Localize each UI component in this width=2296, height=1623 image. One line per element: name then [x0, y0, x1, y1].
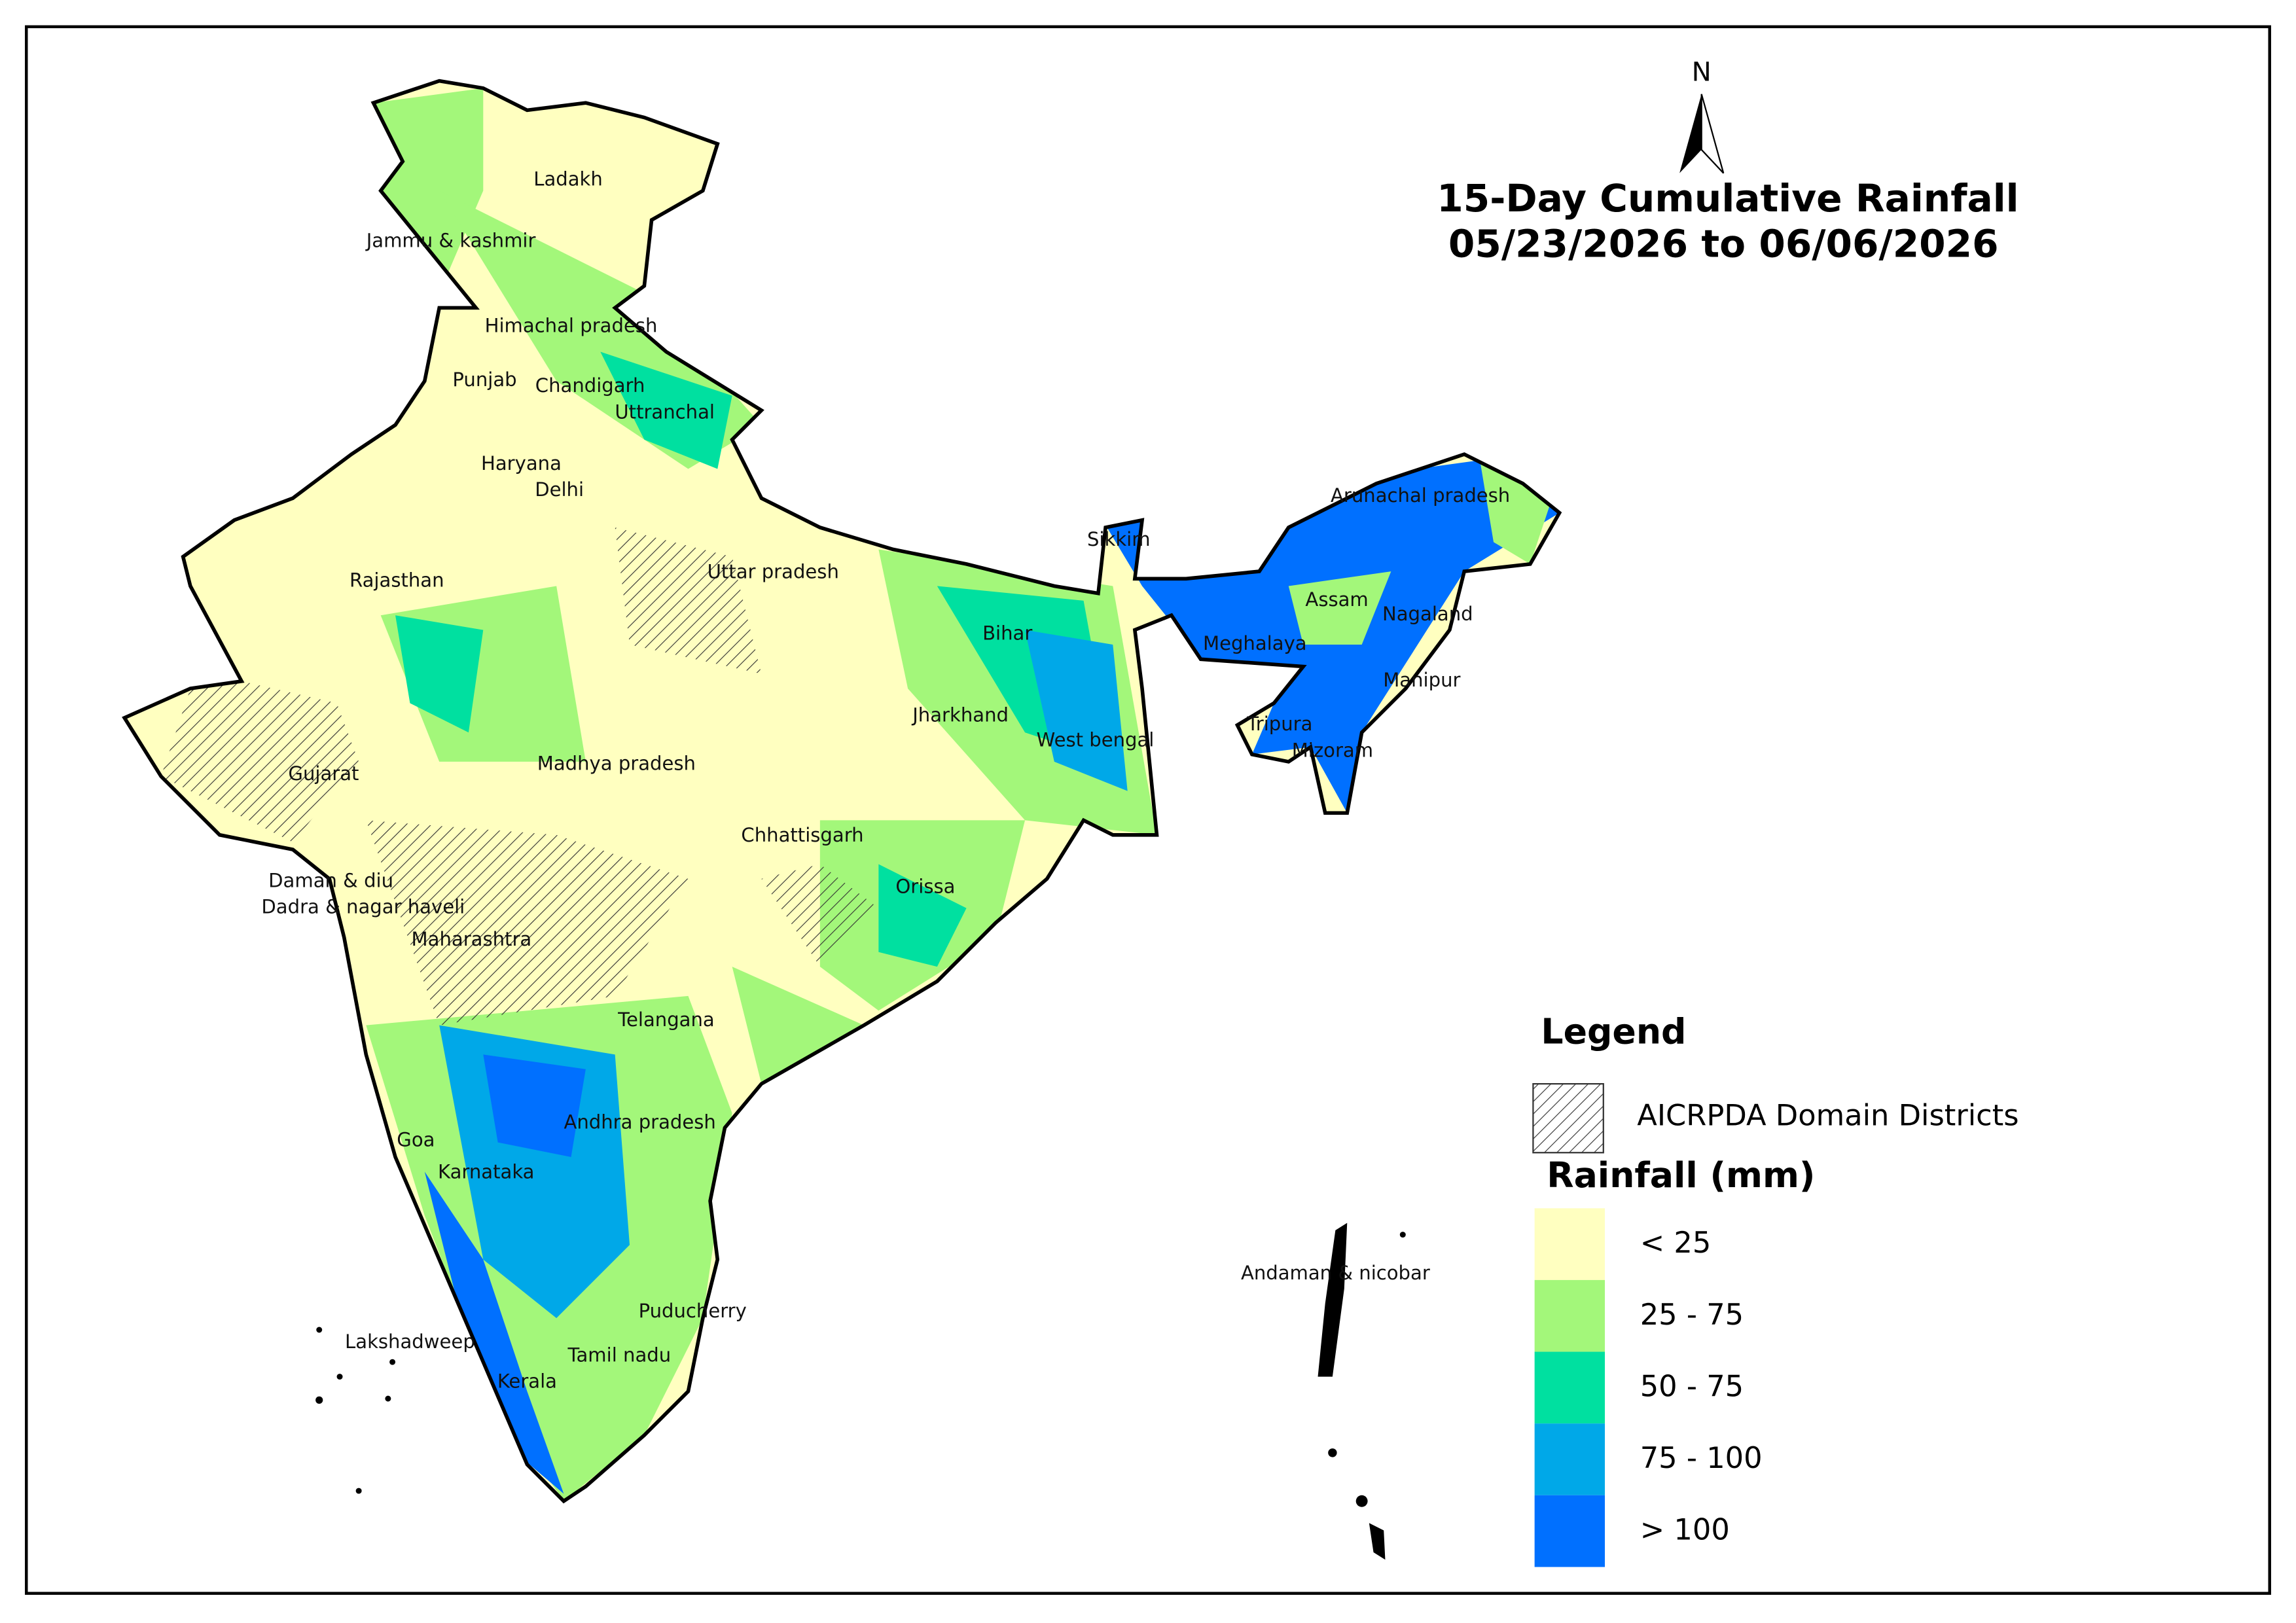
- legend-swatch: [1534, 1351, 1605, 1424]
- state-label: Goa: [397, 1128, 435, 1150]
- rain-patch: [732, 967, 864, 1084]
- state-label: Chandigarh: [535, 374, 645, 397]
- state-label: Tamil nadu: [567, 1344, 672, 1366]
- state-label: Orissa: [895, 875, 955, 897]
- state-label: Kerala: [497, 1370, 557, 1393]
- legend-label: AICRPDA Domain Districts: [1637, 1098, 2018, 1133]
- title: 15-Day Cumulative Rainfall: [1437, 176, 2018, 221]
- legend-label: < 25: [1640, 1225, 1712, 1260]
- state-label: Jammu & kashmir: [365, 230, 536, 252]
- state-label: Lakshadweep: [345, 1330, 475, 1353]
- state-label: Gujarat: [288, 762, 359, 785]
- rain-patch: [373, 88, 484, 294]
- islands: [315, 1222, 1406, 1560]
- domain-districts: [161, 527, 879, 1026]
- state-label: Manipur: [1383, 669, 1460, 691]
- legend-swatch: [1534, 1279, 1605, 1352]
- state-label: Arunachal pradesh: [1331, 484, 1510, 507]
- state-label: Punjab: [452, 368, 516, 391]
- title: 05/23/2026 to 06/06/2026: [1448, 222, 1999, 266]
- state-label: Maharashtra: [412, 928, 532, 950]
- state-label: Andhra pradesh: [564, 1111, 715, 1133]
- legend-swatch: [1534, 1495, 1605, 1567]
- rain-patch: [483, 1054, 586, 1157]
- state-label: Ladakh: [533, 168, 603, 190]
- state-label: Assam: [1305, 588, 1368, 611]
- rain-patch: [878, 864, 967, 967]
- legend-title: Legend: [1541, 1011, 1686, 1052]
- state-label: Uttranchal: [615, 401, 715, 423]
- state-label: Sikkim: [1087, 528, 1151, 550]
- rain-patch: [424, 1171, 564, 1494]
- north-label: N: [1692, 57, 1712, 87]
- legend-swatch: [1534, 1423, 1605, 1495]
- north-arrow: [1700, 94, 1725, 174]
- state-label: Bihar: [982, 622, 1032, 644]
- legend-label: 75 - 100: [1640, 1440, 1763, 1475]
- state-label: Andaman & nicobar: [1241, 1262, 1430, 1284]
- state-label: Dadra & nagar haveli: [261, 896, 465, 918]
- state-label: Mizoram: [1292, 739, 1373, 761]
- state-label: Puducherry: [639, 1300, 747, 1322]
- state-label: Rajasthan: [350, 569, 444, 592]
- rain-patch: [439, 1025, 630, 1319]
- state-label: Madhya pradesh: [537, 752, 696, 774]
- rain-patch: [1288, 571, 1391, 645]
- state-label: Telangana: [617, 1008, 715, 1031]
- rain-patch: [1025, 630, 1128, 791]
- rain-patch: [1479, 454, 1552, 564]
- rain-patch: [600, 351, 732, 469]
- state-label: Uttar pradesh: [708, 560, 839, 582]
- north-arrow: [1679, 94, 1702, 173]
- state-label: Daman & diu: [268, 869, 393, 891]
- legend-swatch: [1534, 1208, 1605, 1280]
- legend-subtitle: Rainfall (mm): [1547, 1154, 1815, 1196]
- state-label: Meghalaya: [1203, 632, 1307, 654]
- legend-label: > 100: [1640, 1512, 1730, 1547]
- legend-label: 25 - 75: [1640, 1297, 1744, 1332]
- state-label: Delhi: [535, 478, 584, 501]
- legend-label: 50 - 75: [1640, 1368, 1744, 1403]
- state-label: Himachal pradesh: [485, 314, 658, 336]
- state-label: Haryana: [481, 452, 562, 474]
- state-label: Chhattisgarh: [741, 824, 863, 846]
- state-label: Tripura: [1246, 713, 1312, 735]
- state-label: Karnataka: [438, 1161, 534, 1183]
- state-label: Jharkhand: [911, 704, 1009, 726]
- domain-swatch: [1532, 1083, 1604, 1154]
- state-label: Nagaland: [1382, 603, 1473, 625]
- frame: [25, 25, 2271, 1595]
- rain-patch: [395, 615, 484, 733]
- state-label: West bengal: [1037, 729, 1155, 751]
